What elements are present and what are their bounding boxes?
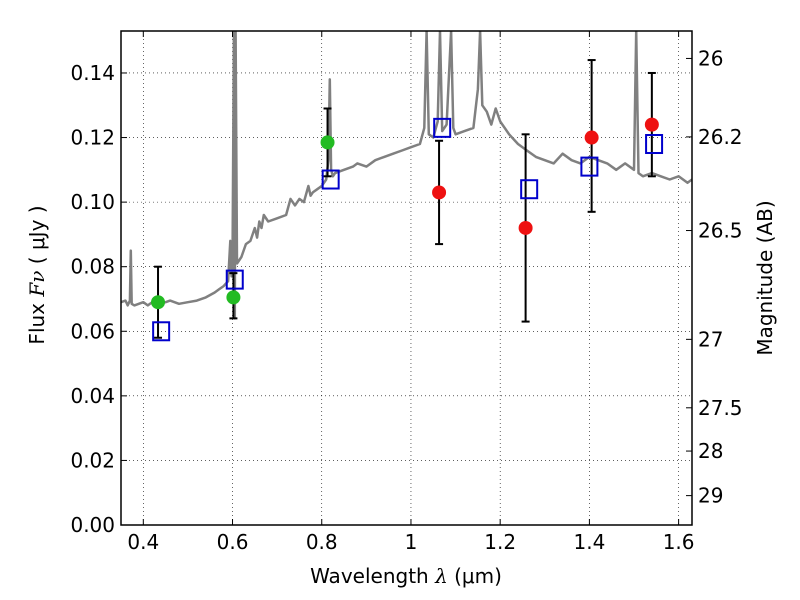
right-tick-label: 26.2 (698, 125, 743, 149)
y-tick-label: 0.06 (70, 319, 115, 343)
blue-squares-marker (645, 134, 664, 155)
blue-squares-marker (520, 179, 539, 200)
ticks: 0.4 0.6 0.8 1 1.2 1.4 1.6 0.00 0.02 0.04 0.06 0.08 0… (70, 31, 743, 554)
green-circles-marker (226, 290, 241, 305)
red-circles-marker (432, 185, 447, 200)
blue-squares-marker (225, 269, 244, 290)
red-circles-marker (518, 220, 533, 235)
x-tick-label: 1.4 (573, 530, 605, 554)
right-tick-label: 26 (698, 46, 723, 70)
x-tick-label: 0.6 (217, 530, 249, 554)
x-tick-label: 1.2 (484, 530, 516, 554)
green-circles-marker (151, 295, 166, 310)
plot-frame (120, 30, 693, 526)
y-tick-label: 0.00 (70, 513, 115, 537)
x-tick-label: 0.4 (127, 530, 159, 554)
template-spectrum-line (121, 31, 692, 320)
right-tick-label: 27.5 (698, 396, 743, 420)
plot-area (121, 31, 692, 525)
x-axis-label: Wavelength λ (μm) (310, 564, 502, 588)
y-tick-label: 0.02 (70, 448, 115, 472)
y-tick-label: 0.14 (70, 61, 115, 85)
blue-squares-marker (433, 117, 452, 138)
red-circles-marker (584, 130, 599, 145)
y-axis-label: Flux Fν ( μJy ) (25, 205, 49, 344)
red-circles-marker (644, 117, 659, 132)
blue-squares-marker (580, 156, 599, 177)
y-tick-label: 0.04 (70, 384, 115, 408)
blue-squares-marker (321, 169, 340, 190)
green-circles-marker (320, 135, 335, 150)
y-tick-label: 0.12 (70, 126, 115, 150)
right-axis-label: Magnitude (AB) (753, 200, 777, 355)
right-tick-label: 28 (698, 439, 723, 463)
right-tick-label: 27 (698, 327, 723, 351)
right-tick-label: 26.5 (698, 219, 743, 243)
y-tick-label: 0.08 (70, 255, 115, 279)
x-tick-label: 1.6 (663, 530, 695, 554)
plot-content (121, 31, 692, 342)
right-tick-label: 29 (698, 484, 723, 508)
x-tick-label: 0.8 (306, 530, 338, 554)
y-tick-label: 0.10 (70, 190, 115, 214)
x-tick-label: 1 (405, 530, 418, 554)
blue-squares-marker (152, 321, 171, 342)
